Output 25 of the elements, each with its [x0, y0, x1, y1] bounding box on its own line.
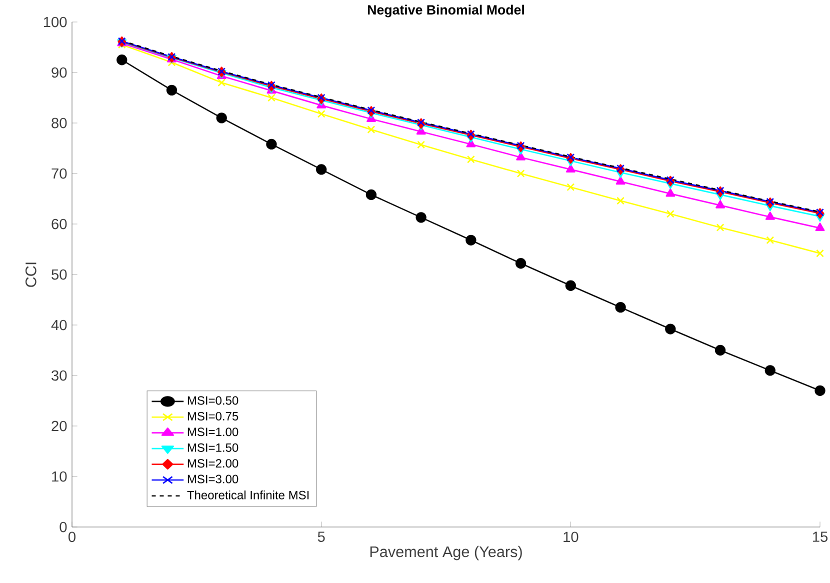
y-tick-label: 100: [44, 16, 67, 28]
x-tick-label: 10: [564, 532, 578, 542]
legend-label: MSI=0.50: [188, 396, 238, 405]
y-tick-label: 40: [51, 320, 67, 330]
x-tick-label: 0: [68, 532, 76, 542]
y-tick-label: 90: [52, 67, 67, 78]
chart-title: Negative Binomial Model: [368, 4, 524, 18]
legend-label: MSI=2.00: [188, 459, 238, 468]
y-tick-label: 0: [60, 522, 67, 532]
x-tick-label: 5: [318, 532, 325, 542]
x-axis-title: Pavement Age (Years): [370, 546, 522, 560]
y-tick-label: 10: [52, 471, 67, 482]
legend-label: Theoretical Infinite MSI: [187, 490, 309, 500]
y-tick-label: 60: [52, 218, 67, 230]
y-tick-label: 50: [52, 269, 67, 280]
legend-label: MSI=1.00: [188, 428, 238, 436]
x-tick-label: 15: [812, 532, 828, 542]
y-tick-label: 20: [52, 420, 67, 432]
y-tick-label: 80: [52, 118, 67, 128]
legend-label: MSI=1.50: [188, 443, 238, 452]
legend-label: MSI=3.00: [188, 474, 238, 484]
legend-label: MSI=0.75: [188, 412, 238, 420]
y-tick-label: 30: [52, 370, 67, 381]
y-tick-label: 70: [52, 168, 67, 179]
y-axis-title: CCI: [25, 262, 36, 287]
